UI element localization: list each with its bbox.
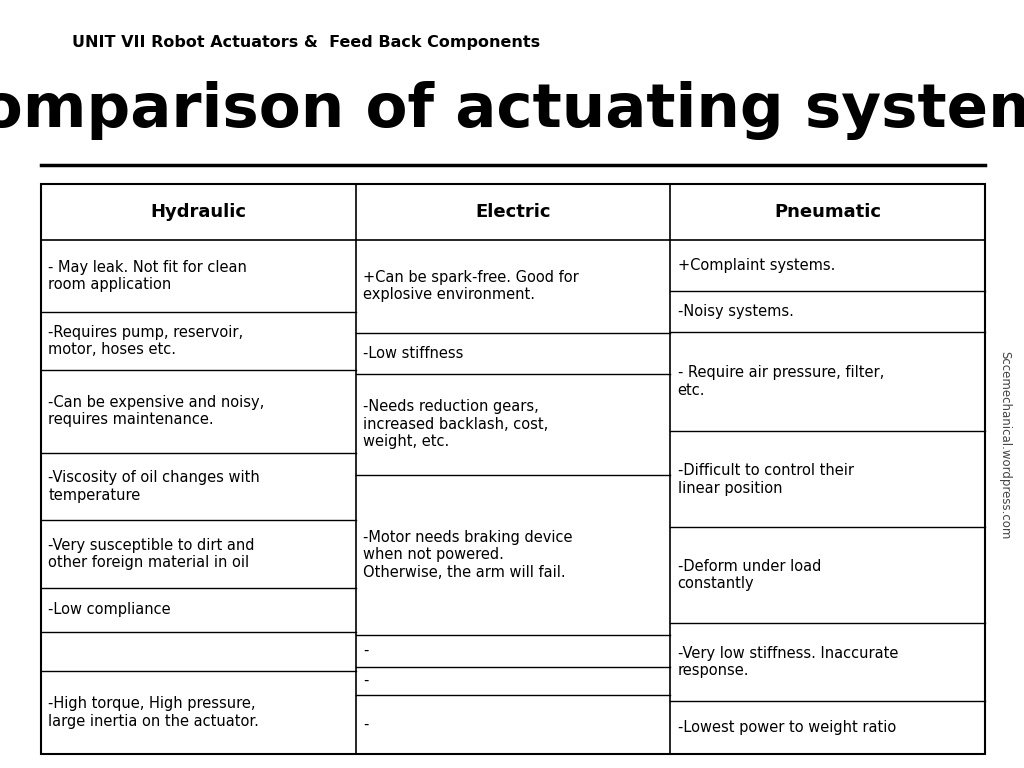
- Text: +Can be spark-free. Good for
explosive environment.: +Can be spark-free. Good for explosive e…: [362, 270, 579, 303]
- Text: -: -: [362, 673, 369, 688]
- Text: -Noisy systems.: -Noisy systems.: [678, 304, 794, 319]
- Text: -Viscosity of oil changes with
temperature: -Viscosity of oil changes with temperatu…: [48, 470, 260, 503]
- Text: Pneumatic: Pneumatic: [774, 203, 882, 221]
- Text: Electric: Electric: [475, 203, 551, 221]
- Text: +Complaint systems.: +Complaint systems.: [678, 258, 835, 273]
- Text: -Very susceptible to dirt and
other foreign material in oil: -Very susceptible to dirt and other fore…: [48, 538, 255, 571]
- Text: -: -: [362, 717, 369, 732]
- Text: -Low stiffness: -Low stiffness: [362, 346, 463, 361]
- Text: -Needs reduction gears,
increased backlash, cost,
weight, etc.: -Needs reduction gears, increased backla…: [362, 399, 548, 449]
- Text: - May leak. Not fit for clean
room application: - May leak. Not fit for clean room appli…: [48, 260, 247, 292]
- Text: -Motor needs braking device
when not powered.
Otherwise, the arm will fail.: -Motor needs braking device when not pow…: [362, 530, 572, 580]
- Text: Hydraulic: Hydraulic: [151, 203, 247, 221]
- Text: -Very low stiffness. Inaccurate
response.: -Very low stiffness. Inaccurate response…: [678, 646, 898, 678]
- Text: - Require air pressure, filter,
etc.: - Require air pressure, filter, etc.: [678, 366, 884, 398]
- Text: UNIT VII Robot Actuators &  Feed Back Components: UNIT VII Robot Actuators & Feed Back Com…: [72, 35, 540, 50]
- Text: -Difficult to control their
linear position: -Difficult to control their linear posit…: [678, 463, 854, 495]
- Text: Sccemechanical.wordpress.com: Sccemechanical.wordpress.com: [998, 351, 1012, 540]
- Text: -Low compliance: -Low compliance: [48, 602, 171, 617]
- Text: -Deform under load
constantly: -Deform under load constantly: [678, 559, 821, 591]
- Text: -Requires pump, reservoir,
motor, hoses etc.: -Requires pump, reservoir, motor, hoses …: [48, 325, 244, 357]
- Text: -Can be expensive and noisy,
requires maintenance.: -Can be expensive and noisy, requires ma…: [48, 395, 264, 427]
- Text: -Lowest power to weight ratio: -Lowest power to weight ratio: [678, 720, 896, 735]
- Text: -: -: [362, 644, 369, 658]
- Text: -High torque, High pressure,
large inertia on the actuator.: -High torque, High pressure, large inert…: [48, 697, 259, 729]
- Text: Comparison of actuating systems: Comparison of actuating systems: [0, 81, 1024, 140]
